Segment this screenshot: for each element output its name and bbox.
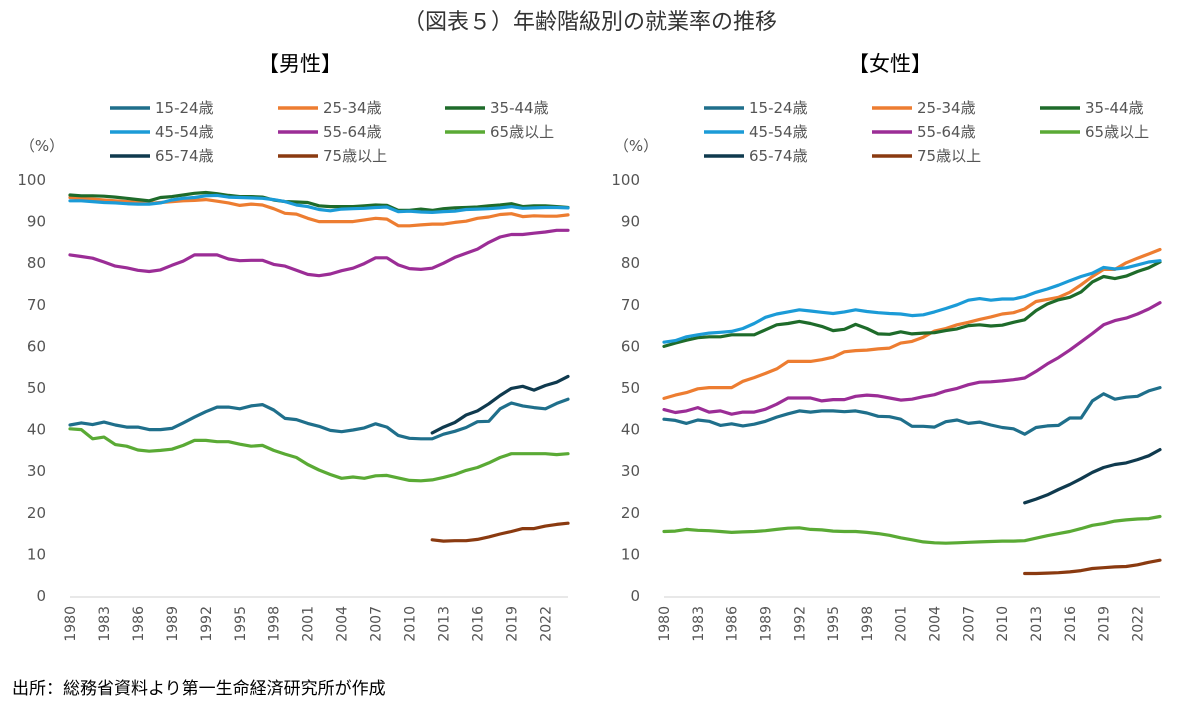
x-tick-label: 2001 <box>894 606 910 642</box>
y-tick-label: 100 <box>17 171 46 189</box>
y-tick-label: 40 <box>621 421 640 439</box>
series-line-8 <box>430 521 570 543</box>
y-tick-label: 0 <box>36 587 46 605</box>
series-line-8 <box>1023 558 1162 576</box>
x-tick-label: 1992 <box>199 606 215 642</box>
x-tick-label: 1989 <box>165 606 181 642</box>
y-axis-unit-label: （%） <box>614 137 658 155</box>
series-line-3 <box>662 260 1162 348</box>
female-panel-title: 【女性】 <box>848 52 932 76</box>
x-tick-label: 2016 <box>470 606 486 642</box>
y-tick-label: 40 <box>27 421 46 439</box>
y-tick-label: 30 <box>27 462 46 480</box>
x-tick-label: 2004 <box>335 606 351 642</box>
series-line-7 <box>430 374 570 435</box>
x-tick-label: 2022 <box>1130 606 1146 642</box>
legend-label: 55-64歳 <box>323 123 382 141</box>
y-tick-label: 70 <box>27 296 46 314</box>
y-tick-label: 90 <box>27 213 46 231</box>
y-tick-label: 0 <box>630 587 640 605</box>
series-line-2 <box>662 247 1162 400</box>
legend-label: 45-54歳 <box>155 123 214 141</box>
series-line-6 <box>68 427 570 483</box>
x-tick-label: 2019 <box>1097 606 1113 642</box>
y-tick-label: 50 <box>621 379 640 397</box>
legend-label: 65-74歳 <box>749 147 808 165</box>
legend-label: 75歳以上 <box>917 147 981 165</box>
y-tick-label: 20 <box>27 504 46 522</box>
series-line-4 <box>662 259 1162 344</box>
y-tick-label: 80 <box>27 254 46 272</box>
series-line-7 <box>1023 448 1162 505</box>
female-chart-panel: （%） 0 10 20 30 40 50 60 70 80 90 100 1980 1983 1986 198… <box>611 99 1162 642</box>
legend-label: 15-24歳 <box>155 99 214 117</box>
x-tick-label: 1980 <box>63 606 79 642</box>
y-tick-label: 60 <box>27 337 46 355</box>
x-tick-label: 2019 <box>504 606 520 642</box>
legend-label: 35-44歳 <box>1085 99 1144 117</box>
x-tick-label: 1986 <box>725 606 741 642</box>
y-axis-unit-label: （%） <box>20 137 64 155</box>
y-tick-label: 90 <box>621 213 640 231</box>
series-line-1 <box>68 397 570 441</box>
series-line-1 <box>662 386 1162 436</box>
x-tick-label: 1995 <box>826 606 842 642</box>
x-tick-label: 1986 <box>131 606 147 642</box>
x-tick-label: 1995 <box>233 606 249 642</box>
legend-label: 65歳以上 <box>490 123 554 141</box>
legend-label: 25-34歳 <box>917 99 976 117</box>
legend-label: 15-24歳 <box>749 99 808 117</box>
x-tick-label: 2022 <box>538 606 554 642</box>
x-tick-label: 2004 <box>928 606 944 642</box>
legend-label: 65-74歳 <box>155 147 214 165</box>
x-tick-label: 1983 <box>691 606 707 642</box>
x-tick-label: 1983 <box>97 606 113 642</box>
male-panel-title: 【男性】 <box>258 52 342 76</box>
x-tick-label: 1992 <box>792 606 808 642</box>
source-note: 出所：総務省資料より第一生命経済研究所が作成 <box>12 679 386 699</box>
legend-label: 65歳以上 <box>1085 123 1149 141</box>
legend-label: 75歳以上 <box>323 147 387 165</box>
legend-label: 55-64歳 <box>917 123 976 141</box>
x-tick-label: 2010 <box>995 606 1011 642</box>
x-tick-label: 2001 <box>301 606 317 642</box>
legend-label: 45-54歳 <box>749 123 808 141</box>
y-tick-label: 10 <box>621 545 640 563</box>
y-tick-label: 70 <box>621 296 640 314</box>
series-line-5 <box>68 228 570 278</box>
x-tick-label: 1980 <box>657 606 673 642</box>
male-chart-panel: （%） 0 10 20 30 40 50 60 70 80 90 100 1980 1983 1986 198… <box>17 99 570 642</box>
figure-title: （図表５）年齢階級別の就業率の推移 <box>402 10 777 35</box>
y-tick-label: 30 <box>621 462 640 480</box>
legend-label: 25-34歳 <box>323 99 382 117</box>
x-tick-label: 2007 <box>961 606 977 642</box>
x-tick-label: 2010 <box>403 606 419 642</box>
y-tick-label: 20 <box>621 504 640 522</box>
y-tick-label: 10 <box>27 545 46 563</box>
x-tick-label: 2013 <box>437 606 453 642</box>
legend-label: 35-44歳 <box>490 99 549 117</box>
y-tick-label: 50 <box>27 379 46 397</box>
y-tick-label: 80 <box>621 254 640 272</box>
x-tick-label: 2007 <box>369 606 385 642</box>
series-line-6 <box>662 514 1162 545</box>
x-tick-label: 2016 <box>1063 606 1079 642</box>
x-tick-label: 2013 <box>1029 606 1045 642</box>
series-line-5 <box>662 301 1162 416</box>
series-line-3 <box>68 190 570 212</box>
y-tick-label: 60 <box>621 337 640 355</box>
series-line-4 <box>68 193 570 214</box>
x-tick-label: 1989 <box>758 606 774 642</box>
x-tick-label: 1998 <box>267 606 283 642</box>
x-tick-label: 1998 <box>860 606 876 642</box>
y-tick-label: 100 <box>611 171 640 189</box>
